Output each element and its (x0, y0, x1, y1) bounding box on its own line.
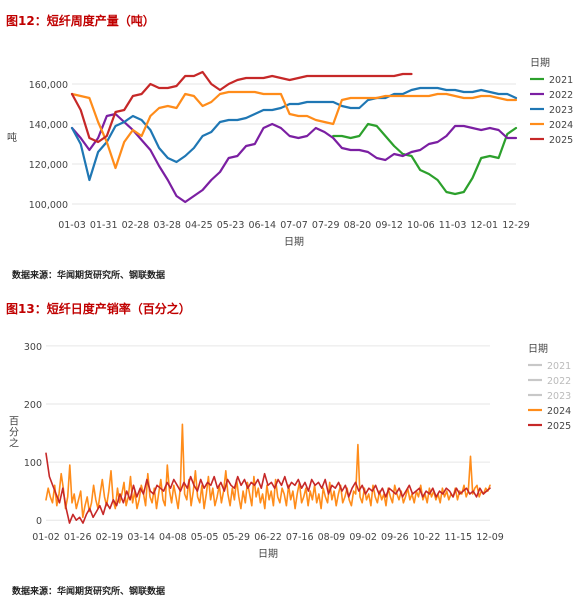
legend-title: 日期 (528, 343, 548, 355)
x-tick-label: 08-20 (344, 220, 372, 231)
y-axis-label-char: 百 (9, 416, 19, 428)
y-axis-label-char: 分 (9, 427, 19, 439)
x-tick-label: 08-09 (318, 532, 346, 543)
x-tick-label: 01-02 (32, 532, 60, 543)
legend-label: 2023 (549, 105, 573, 116)
y-tick-label: 140,000 (29, 120, 68, 131)
x-tick-label: 03-28 (153, 220, 181, 231)
figure-1-source: 数据来源：华闻期货研究所、钢联数据 (12, 271, 166, 281)
x-tick-label: 01-03 (58, 220, 86, 231)
x-tick-label: 06-22 (254, 532, 282, 543)
x-tick-label: 11-03 (439, 220, 467, 231)
x-tick-label: 02-28 (122, 220, 150, 231)
series-line-2025 (70, 70, 413, 144)
x-tick-label: 05-29 (222, 532, 250, 543)
y-tick-label: 100,000 (29, 200, 68, 211)
x-tick-label: 12-01 (470, 220, 498, 231)
x-tick-label: 04-25 (185, 220, 213, 231)
series-line-2025 (45, 452, 491, 524)
x-tick-label: 05-23 (217, 220, 245, 231)
series-line-2024 (45, 423, 491, 519)
series-line-2024 (70, 90, 518, 170)
x-axis-label: 日期 (284, 236, 304, 248)
series-line-2022 (70, 112, 518, 204)
x-tick-label: 07-29 (312, 220, 340, 231)
figure-1-title: 图12：短纤周度产量（吨） (6, 14, 155, 28)
y-axis-label: 吨 (7, 131, 17, 144)
x-tick-label: 09-12 (375, 220, 403, 231)
legend-label: 2025 (547, 421, 571, 432)
legend-label: 2024 (549, 120, 573, 131)
y-axis-label-char: 之 (9, 437, 19, 450)
x-tick-label: 10-06 (407, 220, 435, 231)
x-tick-label: 12-29 (502, 220, 530, 231)
x-tick-label: 10-22 (413, 532, 441, 543)
legend-label: 2023 (547, 391, 571, 402)
legend-label: 2025 (549, 135, 573, 146)
legend-label: 2021 (549, 75, 573, 86)
x-tick-label: 06-14 (248, 220, 276, 231)
x-tick-label: 01-31 (90, 220, 118, 231)
y-tick-label: 160,000 (29, 80, 68, 91)
y-tick-label: 120,000 (29, 160, 68, 171)
daily-sales-ratio-chart: 0 100 200 300 01-02 01-26 02-19 03-14 04-08 05-05… (9, 342, 571, 560)
legend-label: 2021 (547, 361, 571, 372)
x-tick-label: 05-05 (191, 532, 219, 543)
x-tick-label: 09-02 (349, 532, 377, 543)
x-tick-label: 09-26 (381, 532, 409, 543)
y-tick-label: 0 (36, 516, 42, 527)
y-tick-label: 300 (24, 342, 42, 353)
legend-title: 日期 (530, 57, 550, 69)
legend-label: 2024 (547, 406, 571, 417)
x-tick-label: 12-09 (476, 532, 504, 543)
figure-2-source: 数据来源：华闻期货研究所、钢联数据 (12, 587, 166, 597)
legend-label: 2022 (547, 376, 571, 387)
x-tick-label: 04-08 (159, 532, 187, 543)
legend-label: 2022 (549, 90, 573, 101)
y-tick-label: 200 (24, 400, 42, 411)
series-line-2021 (332, 122, 518, 196)
x-tick-label: 03-14 (127, 532, 155, 543)
x-tick-label: 11-15 (444, 532, 472, 543)
figure-2-title: 图13：短纤日度产销率（百分之） (6, 302, 191, 316)
x-tick-label: 02-19 (96, 532, 124, 543)
y-tick-label: 100 (24, 458, 42, 469)
x-tick-label: 07-16 (286, 532, 314, 543)
x-axis-label: 日期 (258, 548, 278, 560)
weekly-output-chart: 100,000 120,000 140,000 160,000 01-03 01-31 02… (7, 57, 573, 248)
x-tick-label: 01-26 (64, 532, 92, 543)
x-tick-label: 07-07 (280, 220, 308, 231)
